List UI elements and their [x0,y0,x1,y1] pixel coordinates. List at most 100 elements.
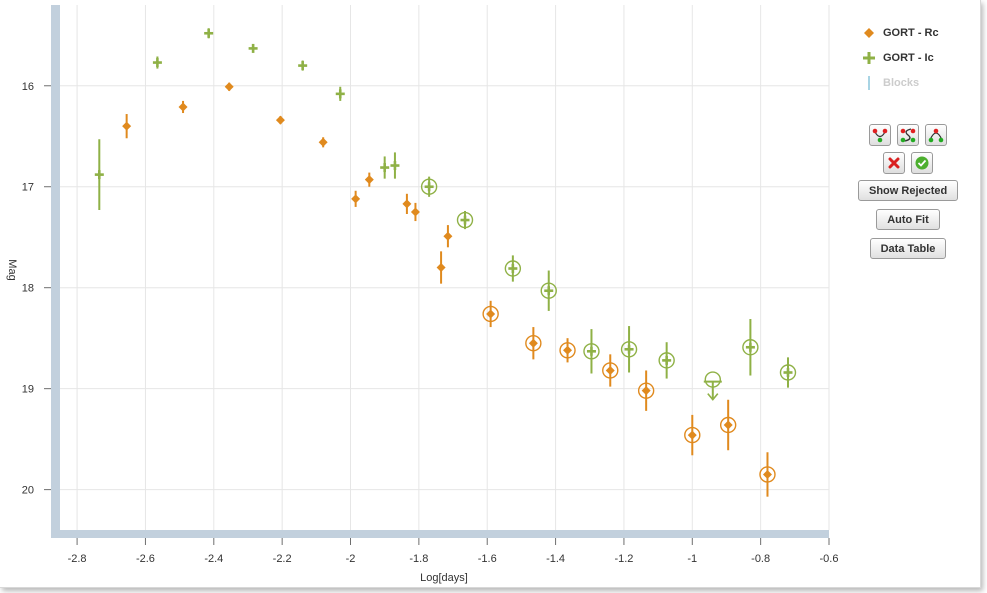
x-tick-label: -1 [687,553,697,565]
selection-ring [540,282,557,299]
data-point[interactable] [540,270,557,311]
show-rejected-button[interactable]: Show Rejected [858,180,959,201]
legend-label-rc: GORT - Rc [883,26,939,39]
data-point[interactable] [248,43,258,53]
y-tick-label: 18 [22,283,34,295]
data-point[interactable] [298,60,308,71]
diamond-marker [224,82,234,92]
data-point[interactable] [637,370,655,411]
x-tick-label: -1.2 [614,553,633,565]
diamond-marker [762,469,772,479]
data-point[interactable] [318,137,328,148]
diamond-marker [528,338,538,348]
x-tick-label: -2.4 [204,553,223,565]
red-x-icon[interactable] [883,152,905,174]
selection-ring [637,382,655,399]
x-tick-label: -2 [346,553,356,565]
data-point[interactable] [420,176,438,197]
legend-item-rc[interactable]: GORT - Rc [862,20,972,45]
selection-ring [583,343,600,360]
legend-item-blocks[interactable]: Blocks [862,70,972,95]
data-point[interactable] [504,255,522,282]
data-point[interactable] [719,399,737,451]
fit-curve-a-icon[interactable] [869,124,891,146]
data-point[interactable] [456,210,474,230]
green-cross-icon [862,51,876,65]
data-point[interactable] [275,115,285,125]
data-point[interactable] [178,100,188,114]
diamond-marker [641,386,651,396]
selection-ring [620,341,638,358]
diamond-marker [402,199,412,209]
data-point[interactable] [620,326,638,373]
cross-marker-h [380,166,390,169]
cross-marker-h [745,345,755,349]
legend-item-ic[interactable]: GORT - Ic [862,45,972,70]
data-point[interactable] [779,357,797,388]
data-point[interactable] [351,190,361,207]
cross-marker-h [390,164,400,167]
cross-marker-h [783,371,793,374]
data-point[interactable] [436,251,446,284]
data-point[interactable] [482,300,499,328]
data-point[interactable] [390,152,400,179]
diamond-marker [318,137,328,147]
x-axis-bar [51,530,829,538]
x-axis-title: Log[days] [420,572,468,584]
diamond-marker [486,309,496,319]
data-point[interactable] [525,327,542,360]
data-point[interactable] [224,82,234,92]
cross-marker-h [94,173,104,176]
selection-ring [504,260,522,277]
data-table-button[interactable]: Data Table [869,238,947,259]
selection-ring [482,305,499,323]
data-point[interactable] [583,329,600,374]
x-tick-label: -1.4 [546,553,565,565]
data-point[interactable] [742,318,759,376]
upper-limit-point[interactable] [703,371,722,401]
green-check-icon[interactable] [911,152,933,174]
data-point[interactable] [559,338,576,363]
x-tick-label: -2.6 [136,553,155,565]
diamond-marker [275,115,285,125]
diamond-marker [364,175,374,185]
x-axis-ticks: -2.8 -2.6 -2.4 -2.2 -2 -1.8 -1.6 -1.4 -1.2 -1 -0.8… [68,538,839,565]
data-point[interactable] [94,139,104,210]
data-point[interactable] [335,86,345,101]
cross-marker-h [424,185,434,189]
diamond-marker [122,121,132,131]
data-point[interactable] [443,225,453,248]
data-point[interactable] [152,56,162,69]
selection-ring [684,426,701,444]
y-tick-label: 19 [22,384,34,396]
cross-marker-h [204,31,214,35]
data-point[interactable] [402,193,412,214]
x-tick-label: -1.6 [478,553,497,565]
data-point[interactable] [122,114,132,139]
data-point[interactable] [204,28,214,39]
data-point[interactable] [759,452,776,497]
auto-fit-button[interactable]: Auto Fit [876,209,940,230]
blue-bar-icon [862,75,876,90]
data-point[interactable] [410,202,420,222]
data-point[interactable] [364,172,374,187]
data-point[interactable] [684,414,701,456]
x-tick-label: -0.8 [751,553,770,565]
x-tick-label: -2.8 [68,553,87,565]
fit-curve-arch-icon[interactable] [925,124,947,146]
y-axis-title: Mag [6,259,18,280]
fit-icon-row [858,124,958,146]
series-ic [94,28,797,401]
cross-marker-h [460,218,470,222]
legend-label-ic: GORT - Ic [883,51,934,64]
selection-ring [456,211,474,229]
data-point[interactable] [602,354,619,387]
fit-curve-s-icon[interactable] [897,124,919,146]
diamond-marker [436,263,446,272]
series-rc [122,82,776,497]
cross-marker-h [298,64,308,67]
x-tick-label: -0.6 [820,553,839,565]
data-point[interactable] [658,342,675,379]
data-point[interactable] [380,156,390,179]
